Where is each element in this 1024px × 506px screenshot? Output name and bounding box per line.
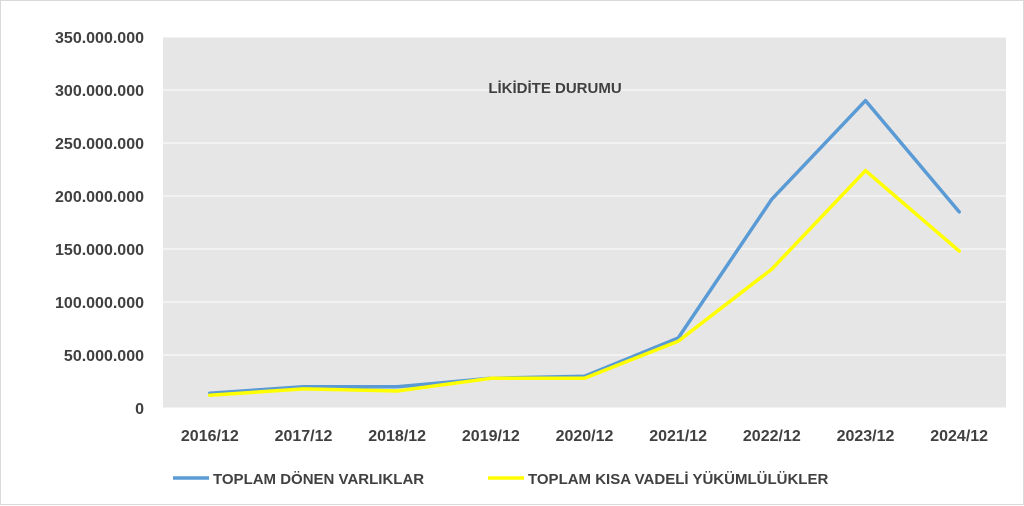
y-tick-label: 300.000.000 (55, 83, 144, 100)
legend-label: TOPLAM DÖNEN VARLIKLAR (213, 471, 424, 488)
x-tick-label: 2017/12 (275, 428, 333, 445)
y-axis-ticks: 0 50.000.000 100.000.000 150.000.000 200.000… (55, 30, 144, 418)
y-tick-label: 250.000.000 (55, 136, 144, 153)
x-tick-label: 2022/12 (743, 428, 801, 445)
y-tick-label: 50.000.000 (64, 348, 144, 365)
x-tick-label: 2023/12 (837, 428, 895, 445)
y-tick-label: 0 (135, 401, 144, 418)
chart-title: LİKİDİTE DURUMU (488, 80, 621, 97)
legend: TOPLAM DÖNEN VARLIKLAR TOPLAM KISA VADELİ… (173, 471, 828, 488)
x-axis-ticks: 2016/12 2017/12 2018/12 2019/12 2020/12 2021/… (181, 428, 988, 445)
y-tick-label: 200.000.000 (55, 189, 144, 206)
x-tick-label: 2020/12 (556, 428, 614, 445)
x-tick-label: 2019/12 (462, 428, 520, 445)
y-tick-label: 350.000.000 (55, 30, 144, 47)
x-tick-label: 2018/12 (368, 428, 426, 445)
x-tick-label: 2016/12 (181, 428, 239, 445)
y-tick-label: 100.000.000 (55, 295, 144, 312)
legend-label: TOPLAM KISA VADELİ YÜKÜMLÜLÜKLER (528, 471, 828, 488)
x-tick-label: 2021/12 (649, 428, 707, 445)
y-tick-label: 150.000.000 (55, 242, 144, 259)
x-tick-label: 2024/12 (930, 428, 988, 445)
